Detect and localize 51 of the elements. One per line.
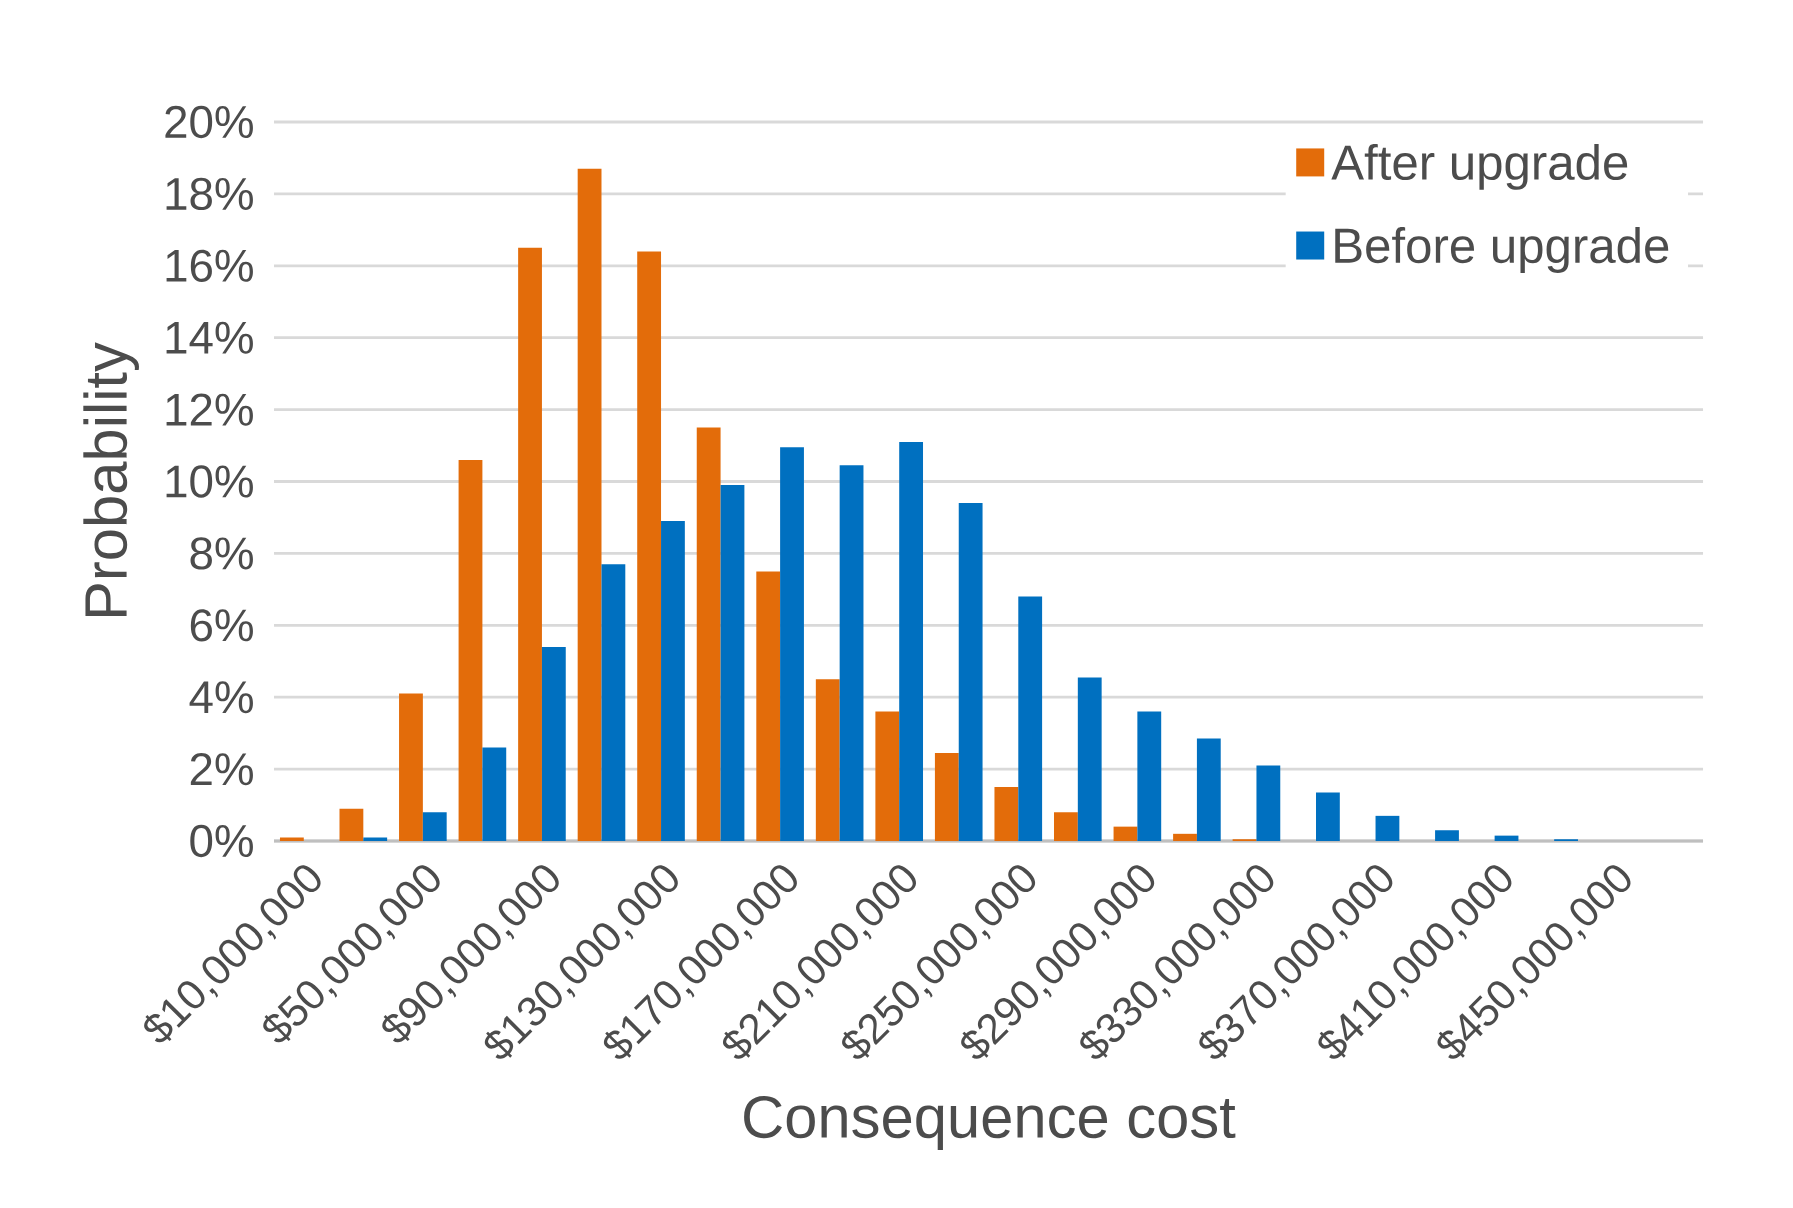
bar: [815, 679, 840, 842]
bar: [1196, 738, 1221, 842]
y-tick-label: 4%: [189, 681, 253, 714]
bar: [482, 747, 507, 842]
bar: [994, 787, 1019, 842]
y-tick-label: 0%: [190, 824, 253, 858]
bar: [1435, 830, 1459, 842]
bar: [1018, 596, 1043, 842]
bar: [1137, 711, 1162, 842]
bar: [541, 646, 566, 842]
bar: [1173, 833, 1197, 842]
bar: [696, 427, 721, 842]
y-tick-label: 18%: [166, 177, 253, 211]
bar: [720, 485, 745, 842]
y-tick-label: 8%: [190, 537, 253, 570]
y-tick-label: 12%: [166, 393, 253, 426]
bar: [958, 503, 983, 842]
bar: [780, 447, 804, 842]
bar: [601, 564, 626, 842]
bar: [458, 459, 483, 842]
y-tick-label: 14%: [166, 321, 253, 354]
bar: [875, 711, 900, 842]
y-tick-label: 2%: [190, 753, 253, 786]
bar: [661, 521, 685, 842]
y-tick-label: 6%: [190, 609, 253, 642]
legend-label: After upgrade: [1331, 143, 1628, 190]
y-axis-title: Probability: [83, 342, 139, 617]
y-tick-label: 16%: [166, 249, 253, 282]
legend-label: Before upgrade: [1335, 227, 1669, 273]
bar: [839, 465, 864, 842]
bar: [934, 752, 959, 842]
bar: [1494, 835, 1519, 842]
bar: [518, 247, 542, 842]
bar: [756, 571, 781, 842]
y-tick-label: 10%: [166, 465, 253, 498]
bar: [363, 837, 388, 842]
y-tick-label: 20%: [165, 105, 253, 139]
bar: [1375, 815, 1400, 842]
bar: [1256, 765, 1281, 842]
bar: [637, 251, 662, 842]
bar: [577, 168, 602, 842]
bar: [399, 693, 423, 842]
bar: [279, 837, 304, 842]
bar: [1077, 677, 1102, 842]
bar: [339, 808, 364, 842]
bar: [899, 441, 924, 842]
bar: [1113, 826, 1138, 842]
x-axis-title: Consequence cost: [744, 1095, 1236, 1151]
bar: [1316, 792, 1340, 842]
bar: [422, 812, 447, 842]
bar: [1054, 812, 1078, 842]
